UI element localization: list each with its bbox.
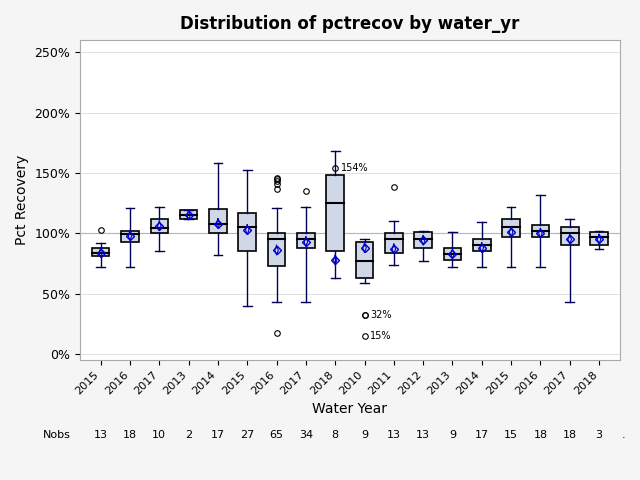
Text: 15%: 15% xyxy=(371,331,392,341)
Text: 15: 15 xyxy=(504,431,518,440)
Text: 13: 13 xyxy=(416,431,430,440)
Bar xyxy=(502,219,520,237)
Bar xyxy=(92,248,109,256)
Text: 18: 18 xyxy=(563,431,577,440)
Text: 3: 3 xyxy=(596,431,602,440)
Text: 8: 8 xyxy=(332,431,339,440)
Text: 13: 13 xyxy=(93,431,108,440)
Text: 10: 10 xyxy=(152,431,166,440)
Bar xyxy=(473,240,490,252)
Text: 18: 18 xyxy=(533,431,547,440)
Text: 27: 27 xyxy=(240,431,254,440)
Bar xyxy=(590,232,608,245)
Bar xyxy=(385,233,403,252)
Text: Nobs: Nobs xyxy=(42,431,70,440)
Bar xyxy=(121,231,139,242)
Bar xyxy=(561,227,579,245)
Text: 13: 13 xyxy=(387,431,401,440)
Bar xyxy=(180,210,197,219)
Text: 9: 9 xyxy=(449,431,456,440)
Text: 32%: 32% xyxy=(371,311,392,320)
Text: 17: 17 xyxy=(211,431,225,440)
Bar xyxy=(150,219,168,233)
Title: Distribution of pctrecov by water_yr: Distribution of pctrecov by water_yr xyxy=(180,15,520,33)
Y-axis label: Pct Recovery: Pct Recovery xyxy=(15,155,29,245)
Bar xyxy=(239,213,256,252)
Bar xyxy=(297,233,315,248)
Text: 9: 9 xyxy=(361,431,368,440)
Bar xyxy=(444,248,461,260)
Bar xyxy=(356,242,373,278)
Bar xyxy=(268,233,285,266)
Text: 154%: 154% xyxy=(341,163,369,173)
Bar xyxy=(326,175,344,252)
Bar xyxy=(414,232,432,248)
Bar xyxy=(209,209,227,233)
Text: 34: 34 xyxy=(299,431,313,440)
Text: 18: 18 xyxy=(123,431,137,440)
Text: 65: 65 xyxy=(269,431,284,440)
Text: .: . xyxy=(621,431,625,440)
Bar xyxy=(532,225,549,237)
Text: 17: 17 xyxy=(475,431,489,440)
Text: 2: 2 xyxy=(185,431,192,440)
X-axis label: Water Year: Water Year xyxy=(312,402,387,416)
